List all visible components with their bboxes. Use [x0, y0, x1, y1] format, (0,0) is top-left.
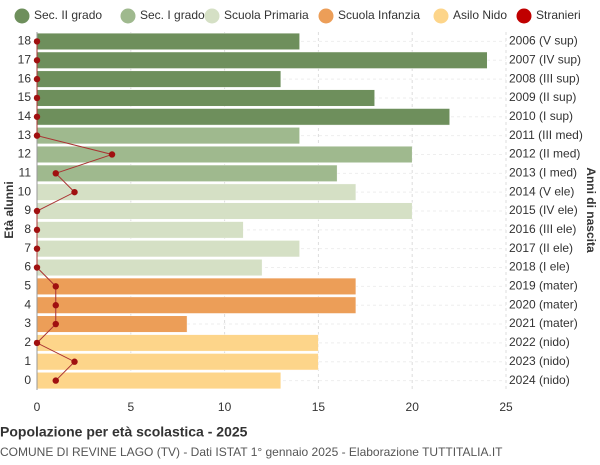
x-tick-label: 0 [34, 400, 41, 414]
bar [36, 89, 375, 107]
bar [36, 108, 450, 126]
y-tick-label: 16 [18, 71, 32, 85]
y2-tick-label: 2008 (III sup) [509, 71, 580, 85]
point [33, 75, 41, 83]
y-tick-label: 14 [18, 109, 32, 123]
point [33, 113, 41, 120]
y2-tick-label: 2021 (mater) [509, 316, 578, 330]
y-tick-label: 0 [24, 373, 31, 387]
bar [36, 127, 300, 145]
point [33, 226, 41, 234]
bar [36, 296, 357, 314]
bar [36, 240, 300, 258]
bar [36, 315, 188, 333]
y-tick-label: 3 [24, 316, 31, 330]
y-axis-title: Età alunni [2, 181, 16, 238]
x-tick-label: 10 [218, 400, 232, 414]
y2-tick-label: 2019 (mater) [509, 279, 578, 293]
y2-tick-label: 2014 (V ele) [509, 184, 574, 198]
point [52, 320, 59, 328]
y2-tick-label: 2007 (IV sup) [509, 52, 581, 66]
legend-marker [516, 8, 532, 24]
bar [36, 277, 357, 295]
y2-tick-label: 2015 (IV ele) [509, 203, 578, 217]
bar [36, 202, 413, 220]
bar [36, 51, 488, 69]
bar [36, 221, 244, 239]
y2-tick-label: 2013 (I med) [509, 165, 577, 179]
legend-label: Stranieri [536, 8, 581, 22]
x-tick-label: 20 [406, 400, 420, 414]
bar [36, 372, 282, 390]
legend-label: Scuola Primaria [224, 8, 309, 22]
y2-tick-label: 2016 (III ele) [509, 222, 576, 236]
legend-marker [318, 8, 334, 24]
y2-tick-label: 2006 (V sup) [509, 34, 578, 48]
y-tick-label: 9 [24, 203, 31, 217]
point [33, 94, 41, 102]
y-tick-label: 5 [24, 279, 31, 293]
bar [36, 353, 319, 371]
legend-marker [204, 8, 220, 24]
x-tick-label: 15 [312, 400, 326, 414]
point [33, 132, 41, 139]
y2-axis-title: Anni di nascita [584, 167, 598, 253]
point [71, 358, 78, 365]
legend-label: Scuola Infanzia [338, 8, 420, 22]
y-tick-label: 17 [18, 52, 32, 66]
y2-tick-label: 2017 (II ele) [509, 241, 573, 255]
y-tick-label: 10 [18, 184, 32, 198]
bar [36, 183, 357, 201]
chart-title: Popolazione per età scolastica - 2025 [0, 424, 248, 440]
point [33, 339, 41, 347]
y-tick-label: 13 [18, 128, 32, 142]
y2-tick-label: 2023 (nido) [509, 354, 570, 368]
point [33, 245, 41, 252]
y-tick-label: 1 [24, 354, 31, 368]
y-tick-label: 7 [24, 241, 31, 255]
y-tick-label: 18 [18, 34, 32, 48]
y2-tick-label: 2024 (nido) [509, 373, 570, 387]
legend-label: Asilo Nido [453, 8, 507, 22]
y2-tick-label: 2010 (I sup) [509, 109, 573, 123]
legend-label: Sec. I grado [140, 8, 205, 22]
y-tick-label: 8 [24, 222, 31, 236]
y2-tick-label: 2022 (nido) [509, 335, 570, 349]
y-tick-label: 6 [24, 260, 31, 274]
y-tick-label: 4 [24, 297, 31, 311]
point [108, 151, 116, 158]
bar [36, 334, 319, 352]
legend-marker [14, 8, 30, 24]
x-tick-label: 25 [499, 400, 513, 414]
chart-subtitle: COMUNE DI REVINE LAGO (TV) - Dati ISTAT … [0, 445, 503, 459]
point [33, 264, 41, 271]
point [52, 170, 59, 177]
legend-label: Sec. II grado [34, 8, 102, 22]
y-tick-label: 11 [19, 165, 32, 179]
bar [36, 258, 263, 277]
bar [36, 70, 282, 88]
y2-tick-label: 2011 (III med) [509, 128, 583, 142]
point [52, 302, 59, 309]
legend-marker [433, 8, 449, 24]
point [52, 377, 59, 384]
point [71, 188, 78, 196]
point [33, 57, 41, 64]
point [52, 283, 59, 290]
point [33, 38, 41, 45]
y2-tick-label: 2012 (II med) [509, 147, 580, 161]
point [33, 207, 41, 215]
y-tick-label: 12 [18, 147, 32, 161]
y2-tick-label: 2020 (mater) [509, 297, 578, 311]
y2-tick-label: 2018 (I ele) [509, 260, 570, 274]
bar [36, 32, 300, 50]
x-tick-label: 5 [127, 400, 134, 414]
y2-tick-label: 2009 (II sup) [509, 90, 576, 104]
bar [36, 164, 338, 182]
y-tick-label: 2 [24, 335, 31, 349]
legend-marker [120, 8, 136, 24]
y-tick-label: 15 [18, 90, 32, 104]
